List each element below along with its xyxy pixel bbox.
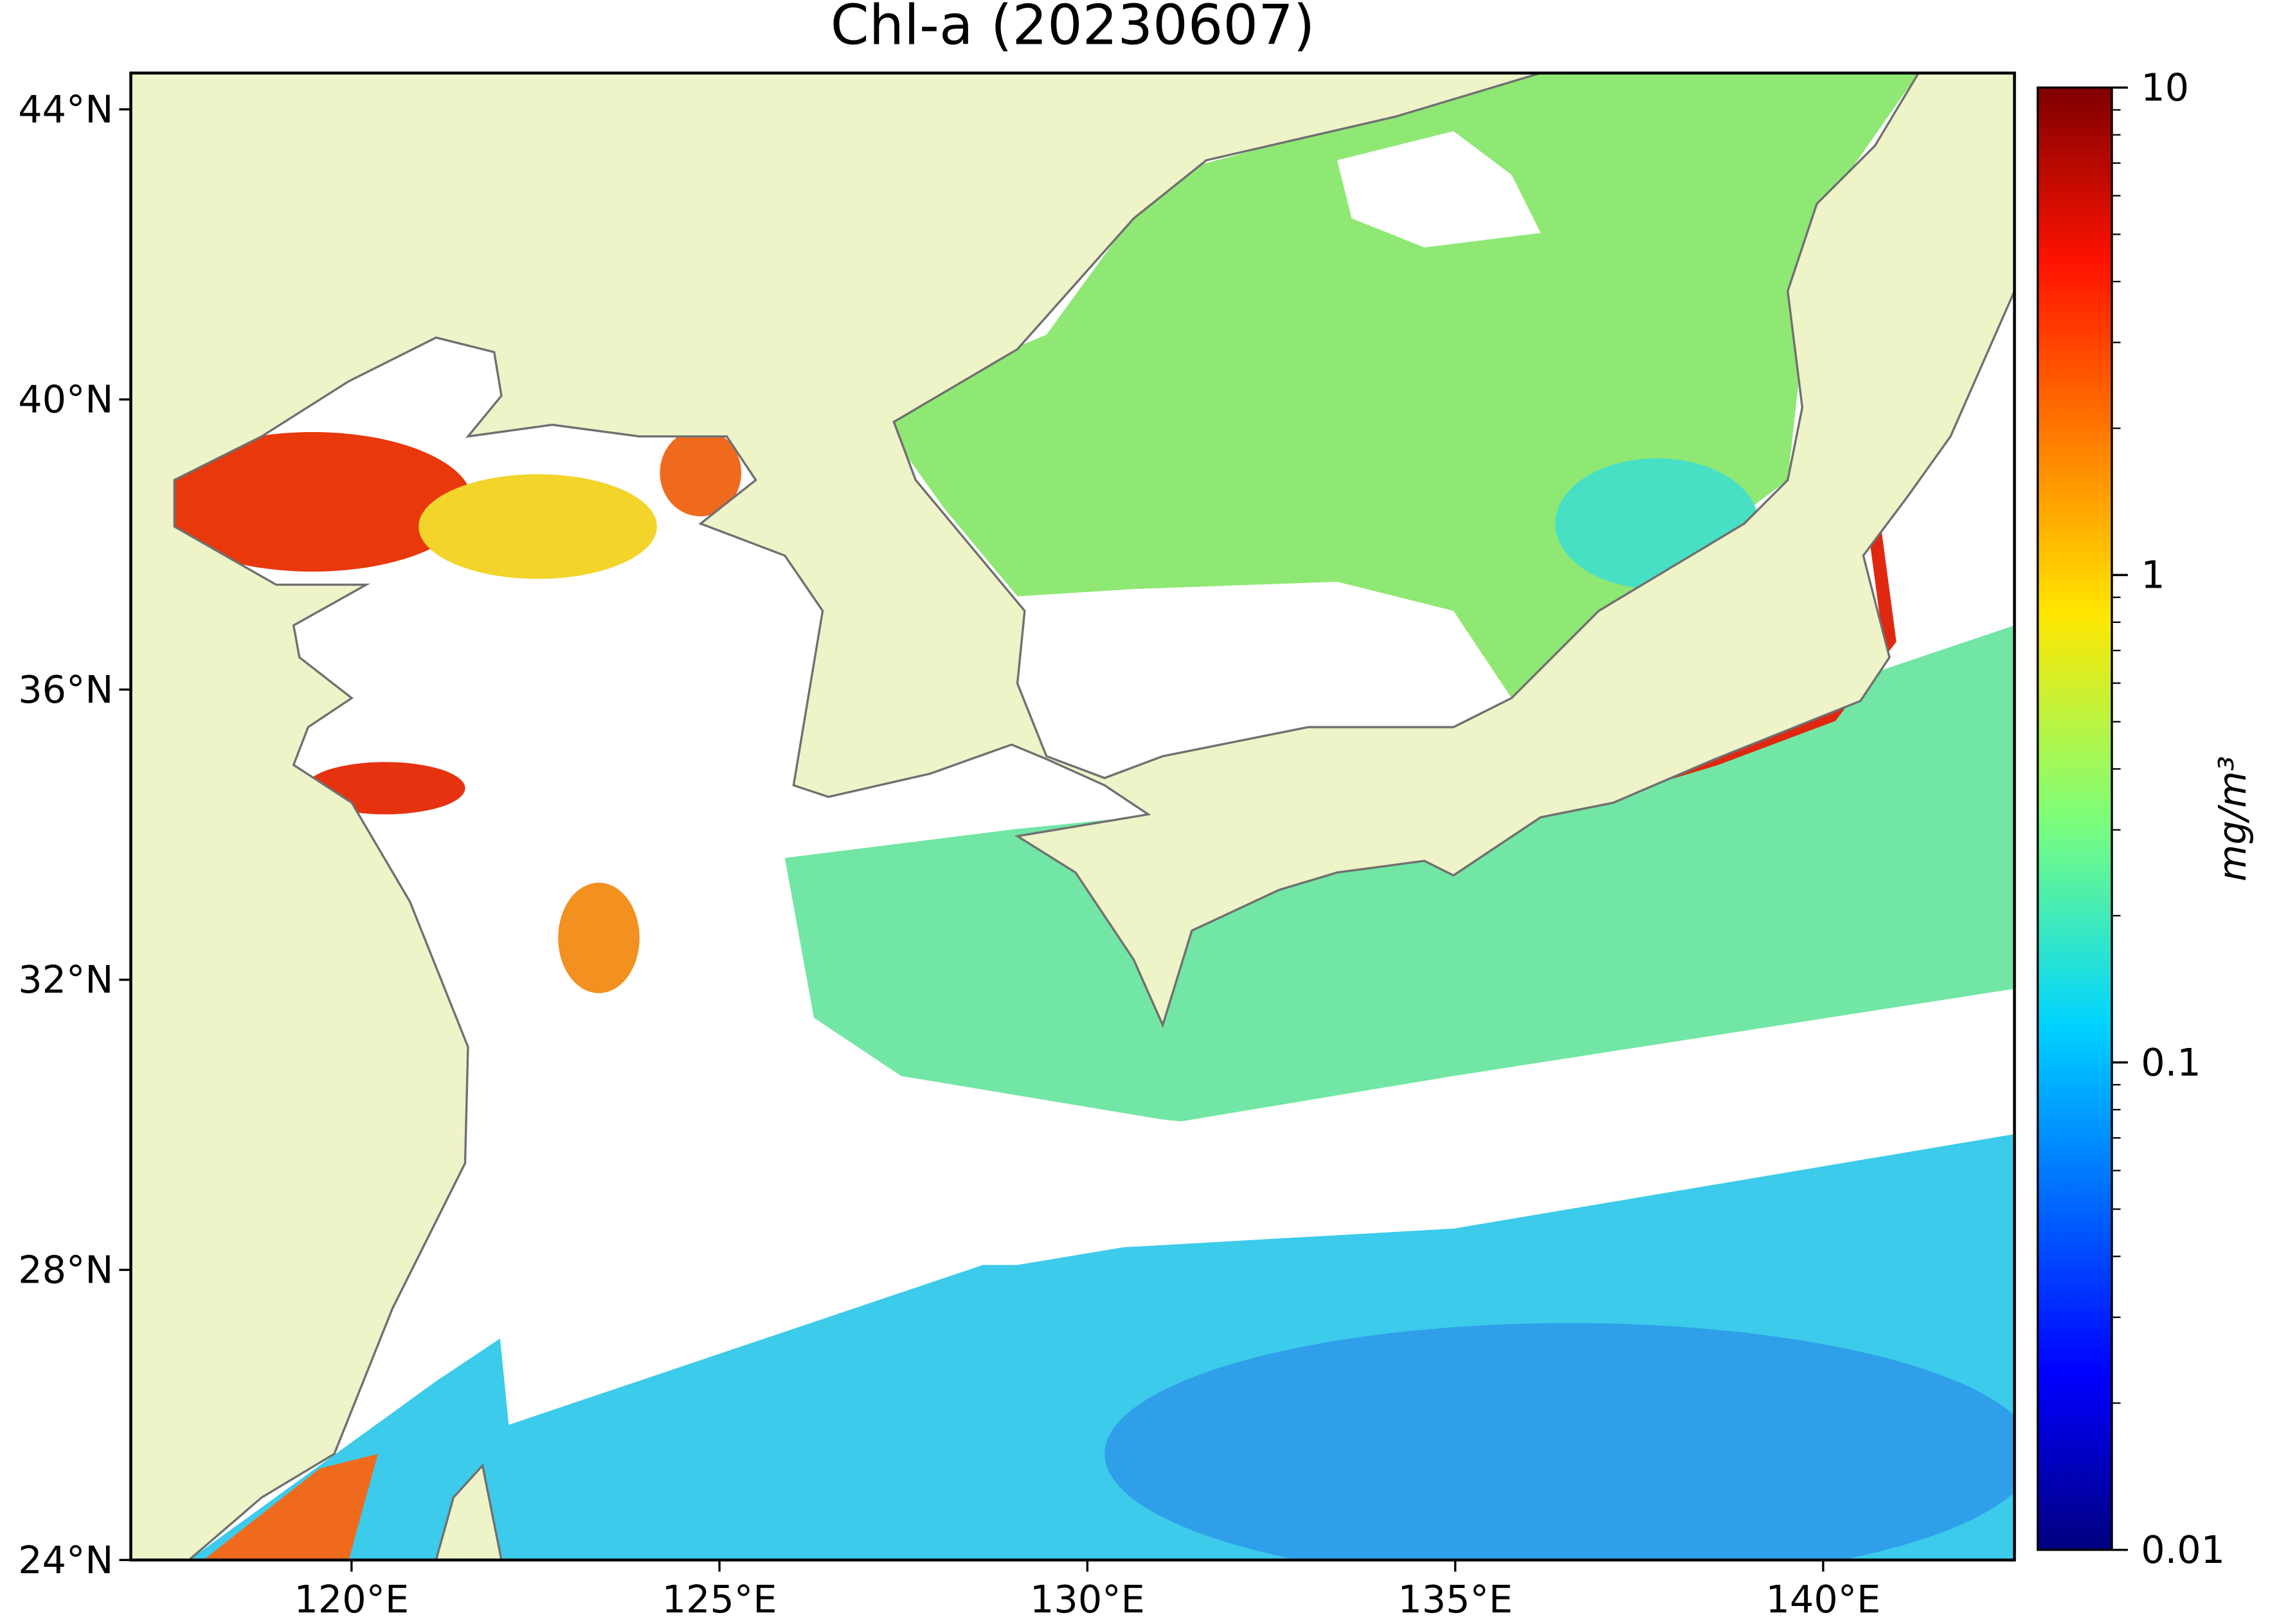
chl-patch — [660, 429, 742, 517]
map-frame — [129, 71, 2016, 1562]
y-tick-label: 32°N — [18, 957, 113, 1002]
colorbar-label: mg/m³ — [2210, 756, 2255, 881]
chl-patch — [174, 432, 473, 572]
coastline — [173, 291, 2015, 1560]
chl-patch — [558, 882, 640, 993]
x-tick-label: 130°E — [1030, 1577, 1145, 1621]
colorbar — [2037, 86, 2113, 1551]
y-tick-label: 44°N — [18, 87, 113, 131]
cloud — [1337, 131, 1541, 248]
colorbar-tick-label: 0.01 — [2141, 1528, 2225, 1572]
colorbar-tick-label: 1 — [2141, 553, 2165, 597]
coastline — [892, 73, 1920, 779]
map-title: Chl-a (20230607) — [831, 0, 1315, 57]
x-tick-label: 125°E — [662, 1577, 777, 1621]
map-area — [131, 73, 2015, 1560]
y-tick-label: 28°N — [18, 1248, 113, 1292]
x-tick-label: 140°E — [1766, 1577, 1881, 1621]
x-tick-label: 120°E — [294, 1577, 409, 1621]
cloud — [480, 988, 2015, 1425]
y-tick-label: 40°N — [18, 377, 113, 422]
colorbar-tick-label: 10 — [2141, 66, 2189, 110]
y-tick-label: 24°N — [18, 1538, 113, 1582]
y-tick-label: 36°N — [18, 667, 113, 712]
chl-patch — [203, 1454, 378, 1560]
chl-patch — [1104, 1322, 2015, 1560]
x-tick-label: 135°E — [1398, 1577, 1513, 1621]
chl-patch — [419, 474, 657, 579]
colorbar-tick-label: 0.1 — [2141, 1040, 2201, 1085]
land — [435, 1463, 503, 1560]
